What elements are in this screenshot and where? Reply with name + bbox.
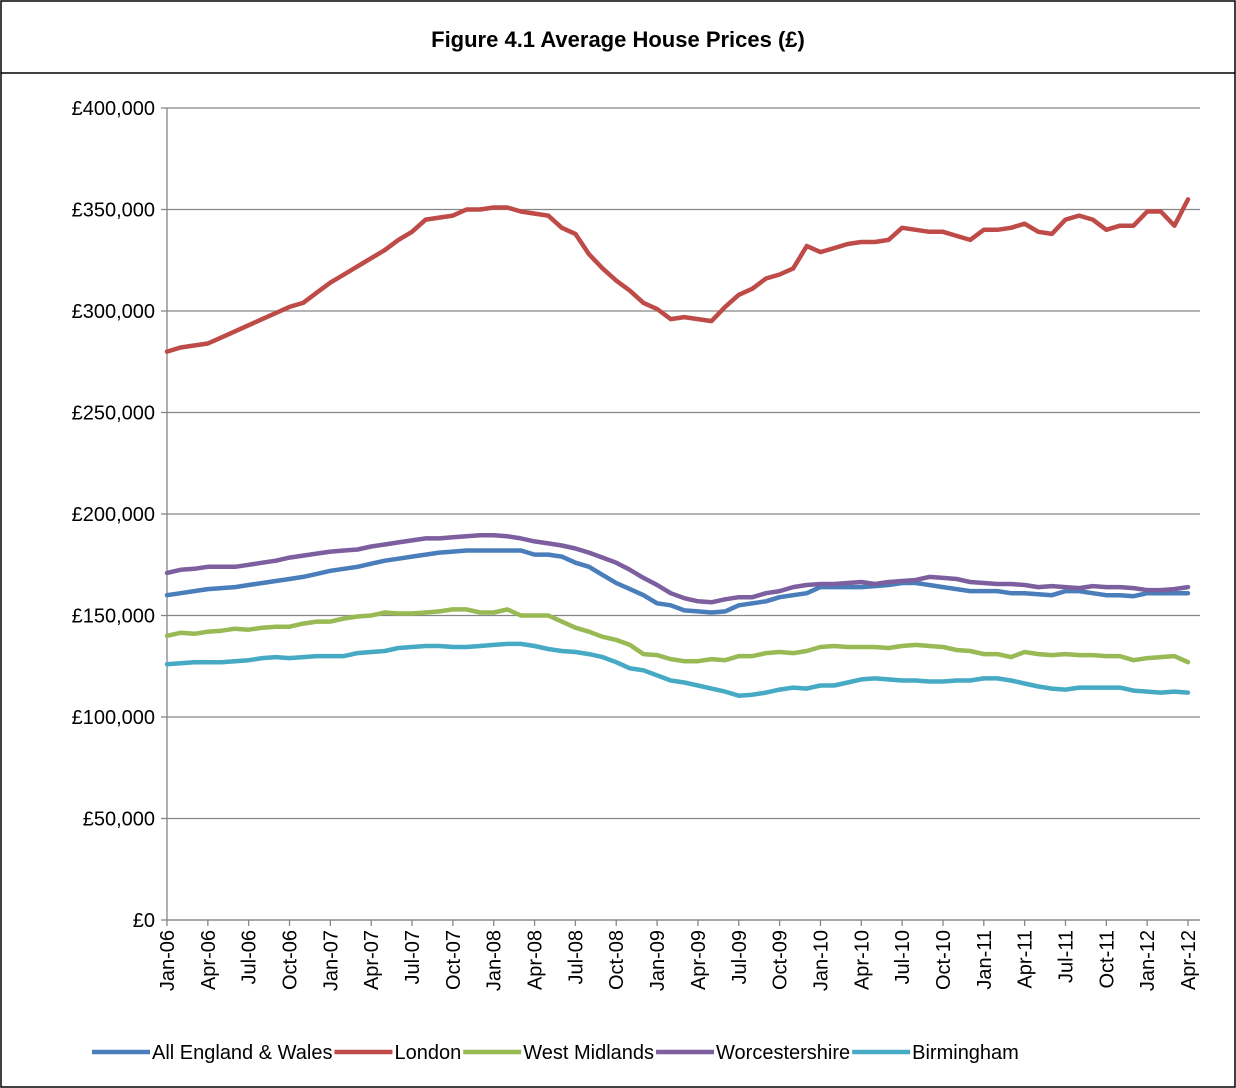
x-tick-label: Jan-10 <box>810 930 832 991</box>
x-tick-label: Oct-08 <box>606 930 628 990</box>
x-tick-label: Jul-11 <box>1055 930 1077 983</box>
x-tick-label: Jul-08 <box>565 930 587 984</box>
x-tick-label: Apr-11 <box>1015 930 1037 989</box>
y-tick-label: £50,000 <box>83 809 155 831</box>
legend-label: All England & Wales <box>152 1042 332 1064</box>
x-tick-label: Oct-10 <box>933 930 955 990</box>
x-tick-label: Jan-12 <box>1137 930 1159 991</box>
x-tick-label: Jan-09 <box>647 930 669 991</box>
y-tick-label: £400,000 <box>72 98 155 120</box>
series-line <box>164 607 1191 665</box>
y-tick-label: £300,000 <box>72 301 155 323</box>
x-tick-label: Apr-07 <box>361 930 383 990</box>
x-tick-label: Apr-08 <box>525 930 547 990</box>
x-tick-label: Apr-12 <box>1178 930 1200 990</box>
y-tick-label: £150,000 <box>72 606 155 628</box>
x-tick-label: Jan-08 <box>484 930 506 991</box>
x-tick-label: Oct-06 <box>280 930 302 990</box>
x-tick-label: Jan-06 <box>157 930 179 991</box>
legend-label: Worcestershire <box>716 1042 850 1064</box>
x-tick-label: Jul-06 <box>239 930 261 984</box>
x-tick-label: Apr-10 <box>851 930 873 990</box>
y-tick-label: £250,000 <box>72 403 155 425</box>
x-tick-label: Jan-07 <box>320 930 342 991</box>
x-tick-label: Oct-07 <box>443 930 465 990</box>
legend-label: Birmingham <box>912 1042 1019 1064</box>
series-line <box>164 641 1191 698</box>
x-tick-label: Apr-06 <box>198 930 220 990</box>
x-tick-label: Apr-09 <box>688 930 710 990</box>
x-tick-label: Jan-11 <box>974 930 996 990</box>
legend: All England & Wales London West Midlands Wo… <box>92 1042 1019 1064</box>
y-tick-label: £350,000 <box>72 200 155 222</box>
series-line <box>164 548 1191 615</box>
legend-label: West Midlands <box>523 1042 654 1064</box>
x-tick-label: Jul-10 <box>892 930 914 984</box>
x-tick-label: Oct-11 <box>1096 930 1118 989</box>
chart-title: Figure 4.1 Average House Prices (£) <box>431 27 805 52</box>
legend-label: London <box>394 1042 461 1064</box>
y-tick-label: £100,000 <box>72 707 155 729</box>
y-tick-label: £200,000 <box>72 504 155 526</box>
series-line <box>164 197 1191 354</box>
series-line <box>164 533 1191 605</box>
x-tick-label: Oct-09 <box>770 930 792 990</box>
y-tick-label: £0 <box>133 910 155 932</box>
x-tick-label: Jul-09 <box>729 930 751 984</box>
x-tick-label: Jul-07 <box>402 930 424 984</box>
